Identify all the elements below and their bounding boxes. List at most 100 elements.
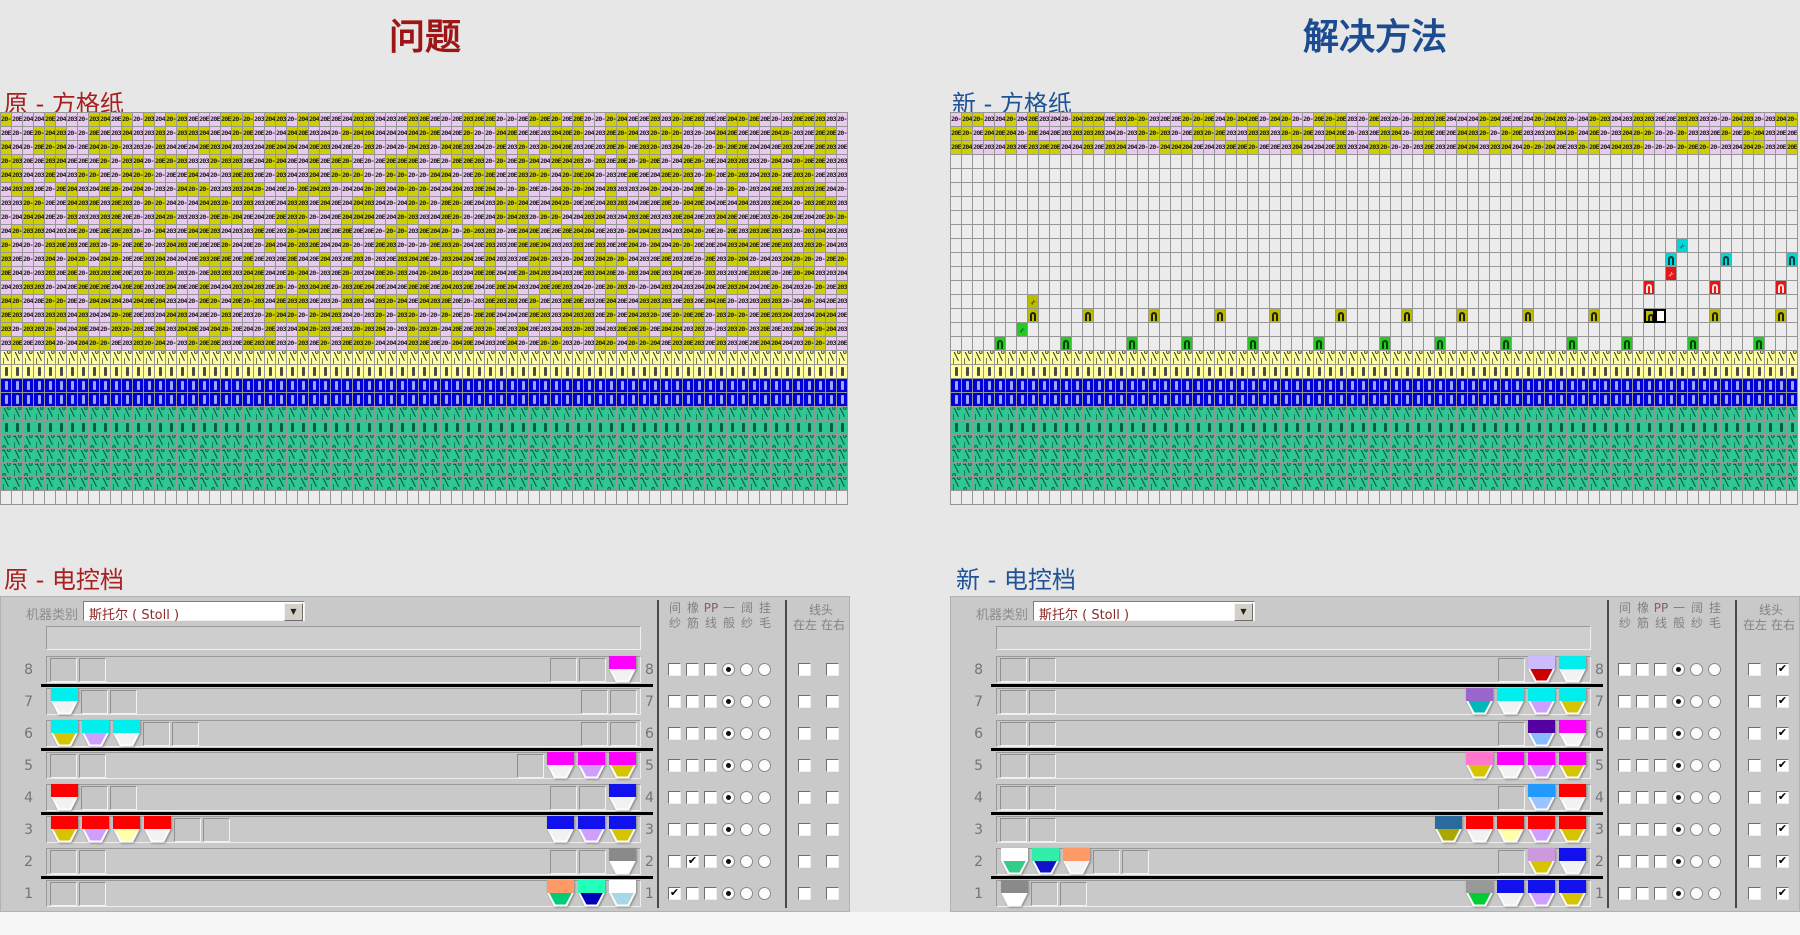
grid-cell[interactable]: \ o o bbox=[100, 449, 111, 463]
grid-cell[interactable] bbox=[364, 393, 375, 407]
grid-cell[interactable]: 203 bbox=[177, 337, 188, 351]
yarn-carrier[interactable] bbox=[546, 879, 575, 908]
grid-cell[interactable]: \ o o bbox=[1050, 449, 1061, 463]
grid-cell[interactable] bbox=[45, 379, 56, 393]
grid-cell[interactable] bbox=[1226, 323, 1237, 337]
grid-cell[interactable] bbox=[1017, 379, 1028, 393]
grid-cell[interactable] bbox=[984, 225, 995, 239]
grid-cell[interactable]: 20- bbox=[309, 309, 320, 323]
grid-cell[interactable] bbox=[1413, 421, 1424, 435]
grid-cell[interactable]: \ o - | bbox=[1556, 435, 1567, 449]
grid-cell[interactable]: 20- bbox=[793, 155, 804, 169]
grid-cell[interactable] bbox=[1358, 365, 1369, 379]
grid-cell[interactable] bbox=[1336, 155, 1347, 169]
grid-cell[interactable]: \ o - | bbox=[705, 449, 716, 463]
grid-cell[interactable]: 203 bbox=[496, 295, 507, 309]
grid-cell[interactable]: 20E bbox=[474, 239, 485, 253]
grid-cell[interactable]: \ o o bbox=[23, 463, 34, 477]
grid-cell[interactable] bbox=[1534, 295, 1545, 309]
grid-cell[interactable]: 20- bbox=[529, 169, 540, 183]
grid-cell[interactable] bbox=[1677, 225, 1688, 239]
grid-cell[interactable]: 20E bbox=[1336, 113, 1347, 127]
grid-cell[interactable]: 203 bbox=[67, 113, 78, 127]
grid-cell[interactable]: 20E bbox=[705, 225, 716, 239]
grid-cell[interactable] bbox=[1501, 197, 1512, 211]
grid-cell[interactable] bbox=[1490, 197, 1501, 211]
grid-cell[interactable] bbox=[562, 379, 573, 393]
grid-cell[interactable]: \ o - | bbox=[1138, 435, 1149, 449]
grid-cell[interactable]: \ o | bbox=[595, 351, 606, 365]
grid-cell[interactable]: 203 bbox=[144, 127, 155, 141]
grid-cell[interactable] bbox=[419, 421, 430, 435]
grid-cell[interactable]: 20- bbox=[551, 337, 562, 351]
grid-cell[interactable]: 20- bbox=[375, 309, 386, 323]
grid-cell[interactable]: 20- bbox=[441, 155, 452, 169]
grid-cell[interactable]: \ o o bbox=[1259, 435, 1270, 449]
grid-cell[interactable]: 20E bbox=[188, 113, 199, 127]
grid-cell[interactable]: 203 bbox=[650, 113, 661, 127]
grid-cell[interactable]: \ o o bbox=[155, 435, 166, 449]
grid-cell[interactable] bbox=[1347, 393, 1358, 407]
grid-cell[interactable] bbox=[1160, 309, 1171, 323]
grid-cell[interactable]: 20- bbox=[771, 169, 782, 183]
grid-cell[interactable]: 203 bbox=[771, 309, 782, 323]
grid-cell[interactable]: \ o | bbox=[1699, 407, 1710, 421]
grid-cell[interactable] bbox=[1534, 239, 1545, 253]
grid-cell[interactable]: \ o | bbox=[1292, 407, 1303, 421]
grid-cell[interactable] bbox=[1490, 281, 1501, 295]
grid-cell[interactable]: 204 bbox=[254, 211, 265, 225]
grid-cell[interactable]: \ o | bbox=[1050, 351, 1061, 365]
grid-cell[interactable] bbox=[1446, 239, 1457, 253]
grid-cell[interactable] bbox=[1523, 211, 1534, 225]
grid-cell[interactable]: \ o o bbox=[705, 463, 716, 477]
grid-cell[interactable]: \ o | bbox=[1446, 407, 1457, 421]
grid-cell[interactable] bbox=[1754, 491, 1765, 505]
grid-cell[interactable] bbox=[1512, 295, 1523, 309]
grid-cell[interactable]: 203 bbox=[67, 169, 78, 183]
grid-cell[interactable] bbox=[984, 253, 995, 267]
grid-cell[interactable]: 203 bbox=[760, 169, 771, 183]
grid-cell[interactable] bbox=[1578, 197, 1589, 211]
grid-cell[interactable] bbox=[1303, 393, 1314, 407]
grid-cell[interactable] bbox=[1160, 379, 1171, 393]
grid-cell[interactable]: 20- bbox=[1655, 141, 1666, 155]
grid-cell[interactable] bbox=[1534, 421, 1545, 435]
grid-cell[interactable]: 20- bbox=[1, 113, 12, 127]
checkbox-zai-you[interactable] bbox=[826, 727, 839, 740]
grid-cell[interactable]: 204 bbox=[738, 239, 749, 253]
grid-cell[interactable]: \ o - | bbox=[1611, 449, 1622, 463]
grid-cell[interactable] bbox=[606, 491, 617, 505]
grid-cell[interactable] bbox=[1050, 379, 1061, 393]
grid-cell[interactable] bbox=[111, 421, 122, 435]
grid-cell[interactable] bbox=[1512, 379, 1523, 393]
grid-cell[interactable]: \ o - | bbox=[749, 477, 760, 491]
grid-cell[interactable]: 20E bbox=[309, 295, 320, 309]
grid-cell[interactable]: \ o - | bbox=[298, 435, 309, 449]
grid-cell[interactable]: 20E bbox=[518, 127, 529, 141]
grid-cell[interactable]: 20E bbox=[738, 127, 749, 141]
grid-cell[interactable]: \ o - | bbox=[463, 477, 474, 491]
grid-cell[interactable] bbox=[408, 365, 419, 379]
grid-cell[interactable]: 20- bbox=[639, 337, 650, 351]
grid-cell[interactable] bbox=[1567, 323, 1578, 337]
grid-cell[interactable] bbox=[1215, 281, 1226, 295]
grid-cell[interactable] bbox=[1479, 211, 1490, 225]
grid-cell[interactable]: 20- bbox=[287, 239, 298, 253]
grid-cell[interactable] bbox=[1633, 239, 1644, 253]
grid-cell[interactable] bbox=[144, 393, 155, 407]
grid-cell[interactable]: \ o - | bbox=[1259, 477, 1270, 491]
grid-cell[interactable]: \ o o bbox=[1347, 435, 1358, 449]
grid-cell[interactable] bbox=[1061, 197, 1072, 211]
grid-cell[interactable]: 203 bbox=[694, 113, 705, 127]
grid-cell[interactable] bbox=[1578, 491, 1589, 505]
yarn-carrier[interactable] bbox=[1527, 879, 1556, 908]
grid-cell[interactable] bbox=[1292, 491, 1303, 505]
grid-cell[interactable]: 20- bbox=[254, 309, 265, 323]
grid-cell[interactable]: 20- bbox=[144, 169, 155, 183]
grid-cell[interactable]: \ o - | bbox=[782, 463, 793, 477]
grid-cell[interactable]: \ o o bbox=[815, 435, 826, 449]
grid-cell[interactable] bbox=[1523, 393, 1534, 407]
grid-cell[interactable]: 203 bbox=[298, 295, 309, 309]
grid-cell[interactable] bbox=[551, 365, 562, 379]
grid-cell[interactable]: \ o - | bbox=[408, 463, 419, 477]
